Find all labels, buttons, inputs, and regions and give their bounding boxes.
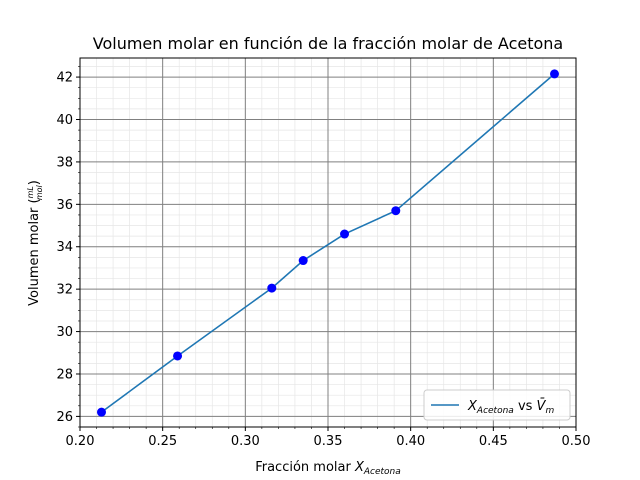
y-tick-label: 36 bbox=[56, 198, 73, 213]
y-tick-label: 38 bbox=[56, 155, 73, 170]
x-tick-label: 0.45 bbox=[479, 434, 508, 449]
y-tick-label: 34 bbox=[56, 240, 73, 255]
chart-title: Volumen molar en función de la fracción … bbox=[93, 34, 563, 53]
y-tick-label: 26 bbox=[56, 410, 73, 425]
y-tick-label: 42 bbox=[56, 71, 73, 86]
y-tick-label: 30 bbox=[56, 325, 73, 340]
y-axis: 26 28 30 32 34 36 38 40 42 bbox=[56, 66, 80, 428]
x-tick-label: 0.40 bbox=[396, 434, 425, 449]
y-tick-label: 28 bbox=[56, 367, 73, 382]
x-tick-label: 0.30 bbox=[231, 434, 260, 449]
y-tick-label: 32 bbox=[56, 283, 73, 298]
x-axis: 0.20 0.25 0.30 0.35 0.40 0.45 0.50 bbox=[66, 427, 591, 449]
plot-area: 0.20 0.25 0.30 0.35 0.40 0.45 0.50 26 28 30 32 34 3… bbox=[56, 57, 591, 449]
x-axis-label: Fracción molar XAcetona bbox=[255, 460, 401, 477]
data-point bbox=[267, 283, 277, 293]
data-point bbox=[391, 206, 401, 216]
data-point bbox=[96, 407, 106, 417]
legend-box bbox=[423, 389, 571, 421]
x-tick-label: 0.50 bbox=[562, 434, 591, 449]
y-axis-label: Volumen molar (mLmol) bbox=[26, 180, 44, 306]
data-point bbox=[298, 256, 308, 266]
legend-entry: XAcetona vs V̄m bbox=[467, 399, 554, 416]
data-point bbox=[173, 351, 183, 361]
x-tick-label: 0.35 bbox=[314, 434, 343, 449]
data-point bbox=[550, 69, 560, 79]
y-tick-label: 40 bbox=[56, 113, 73, 128]
data-point bbox=[340, 229, 350, 239]
svg-text:Volumen molar (mLmol): Volumen molar (mLmol) bbox=[26, 180, 44, 306]
x-tick-label: 0.20 bbox=[66, 434, 95, 449]
series-layer bbox=[96, 69, 560, 417]
legend: XAcetona vs V̄m bbox=[423, 389, 571, 421]
x-tick-label: 0.25 bbox=[148, 434, 177, 449]
